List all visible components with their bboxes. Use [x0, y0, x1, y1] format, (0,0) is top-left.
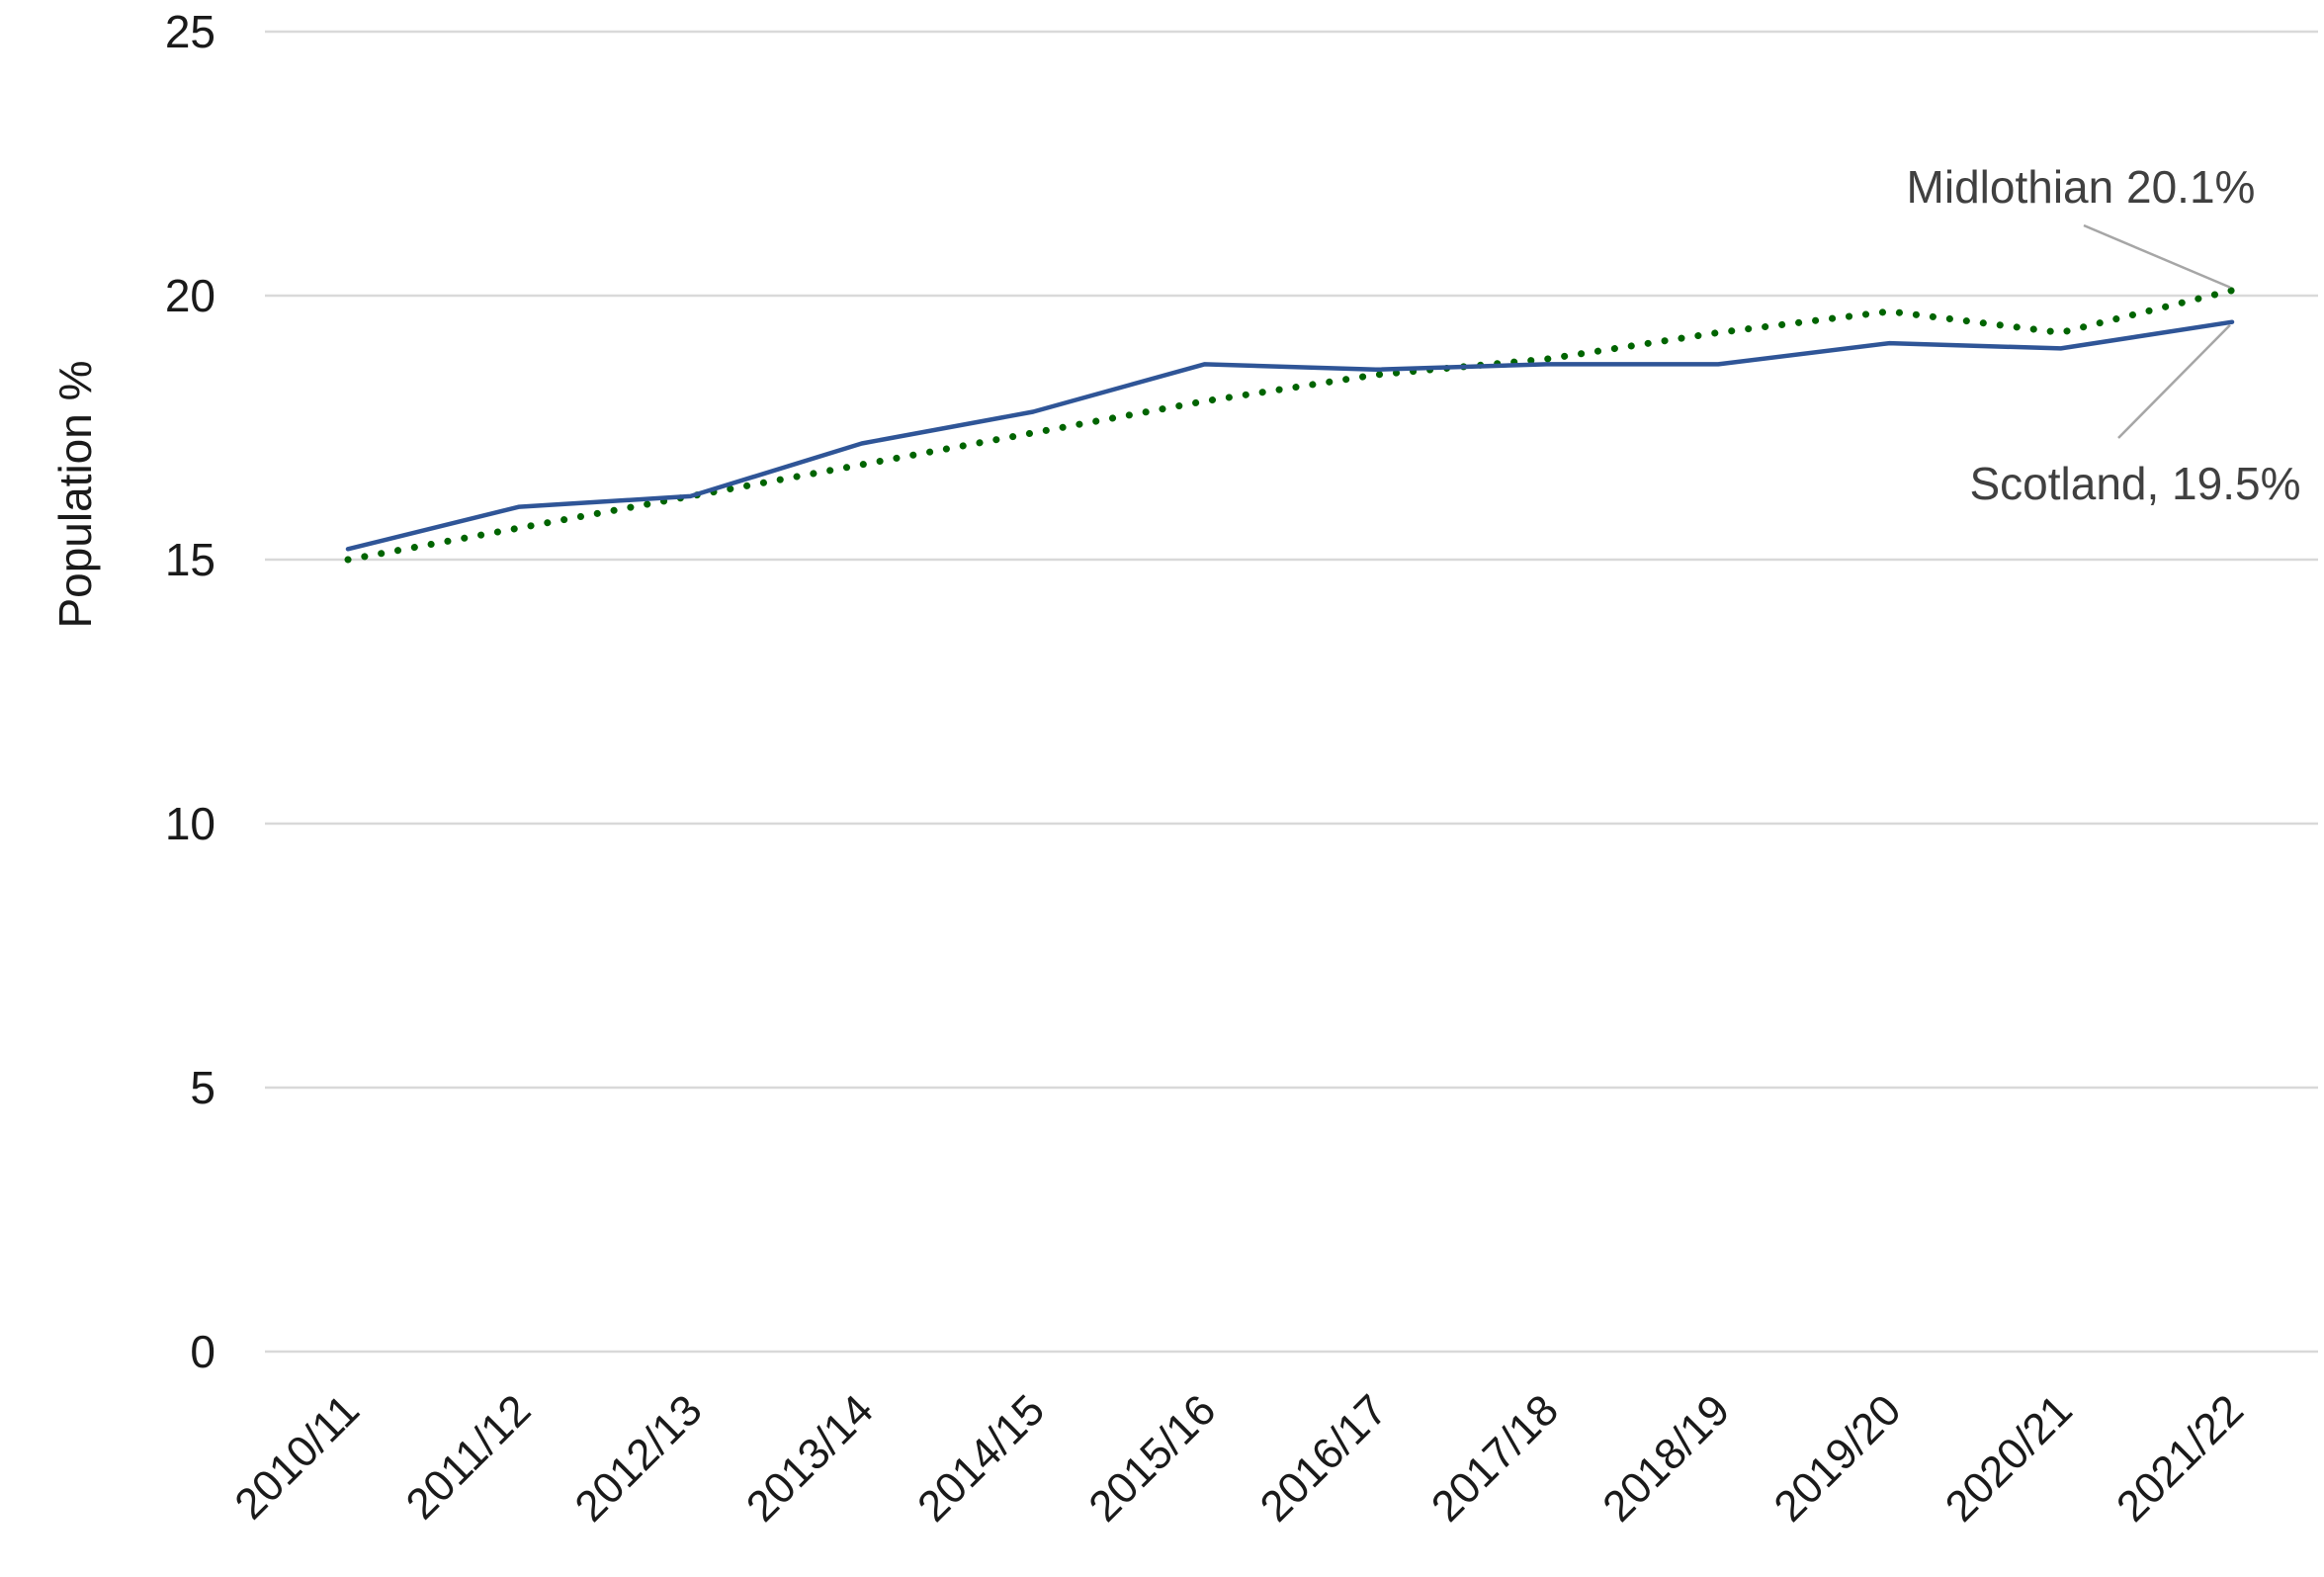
gridlines — [265, 30, 2318, 1354]
y-tick-label: 15 — [165, 534, 215, 585]
x-tick-label: 2010/11 — [225, 1385, 369, 1529]
x-tick-label: 2021/22 — [2108, 1385, 2253, 1531]
x-tick-label: 2014/15 — [908, 1385, 1054, 1531]
x-tick-label: 2011/12 — [397, 1385, 541, 1529]
y-tick-label: 0 — [190, 1326, 215, 1377]
x-tick-label: 2017/18 — [1422, 1385, 1568, 1531]
x-tick-label: 2013/14 — [737, 1385, 883, 1531]
y-tick-label: 25 — [165, 6, 215, 57]
y-tick-label: 10 — [165, 798, 215, 849]
annotation-leader-midlothian — [2083, 223, 2231, 289]
annotations: Midlothian 20.1% Scotland, 19.5% — [1907, 161, 2301, 509]
y-axis-label: Population % — [49, 360, 101, 628]
x-tick-label: 2018/19 — [1593, 1385, 1739, 1531]
series — [344, 287, 2236, 564]
series-line-midlothian — [344, 287, 2236, 564]
y-tick-label: 20 — [165, 270, 215, 321]
annotation-label-scotland: Scotland, 19.5% — [1969, 458, 2300, 509]
x-tick-label: 2016/17 — [1251, 1385, 1397, 1531]
x-tick-label: 2012/13 — [565, 1385, 711, 1531]
series-line-scotland — [345, 319, 2235, 552]
y-tick-label: 5 — [190, 1062, 215, 1113]
annotation-label-midlothian: Midlothian 20.1% — [1907, 161, 2256, 213]
x-tick-label: 2015/16 — [1079, 1385, 1225, 1531]
x-axis-ticks: 2010/11 2011/12 2012/13 2013/14 2014/15 2015/… — [225, 1385, 2253, 1531]
annotation-leader-scotland — [2117, 323, 2231, 439]
x-tick-label: 2020/21 — [1937, 1385, 2082, 1531]
x-tick-label: 2019/20 — [1765, 1385, 1910, 1531]
y-axis-ticks: 0 5 10 15 20 25 — [165, 6, 215, 1377]
